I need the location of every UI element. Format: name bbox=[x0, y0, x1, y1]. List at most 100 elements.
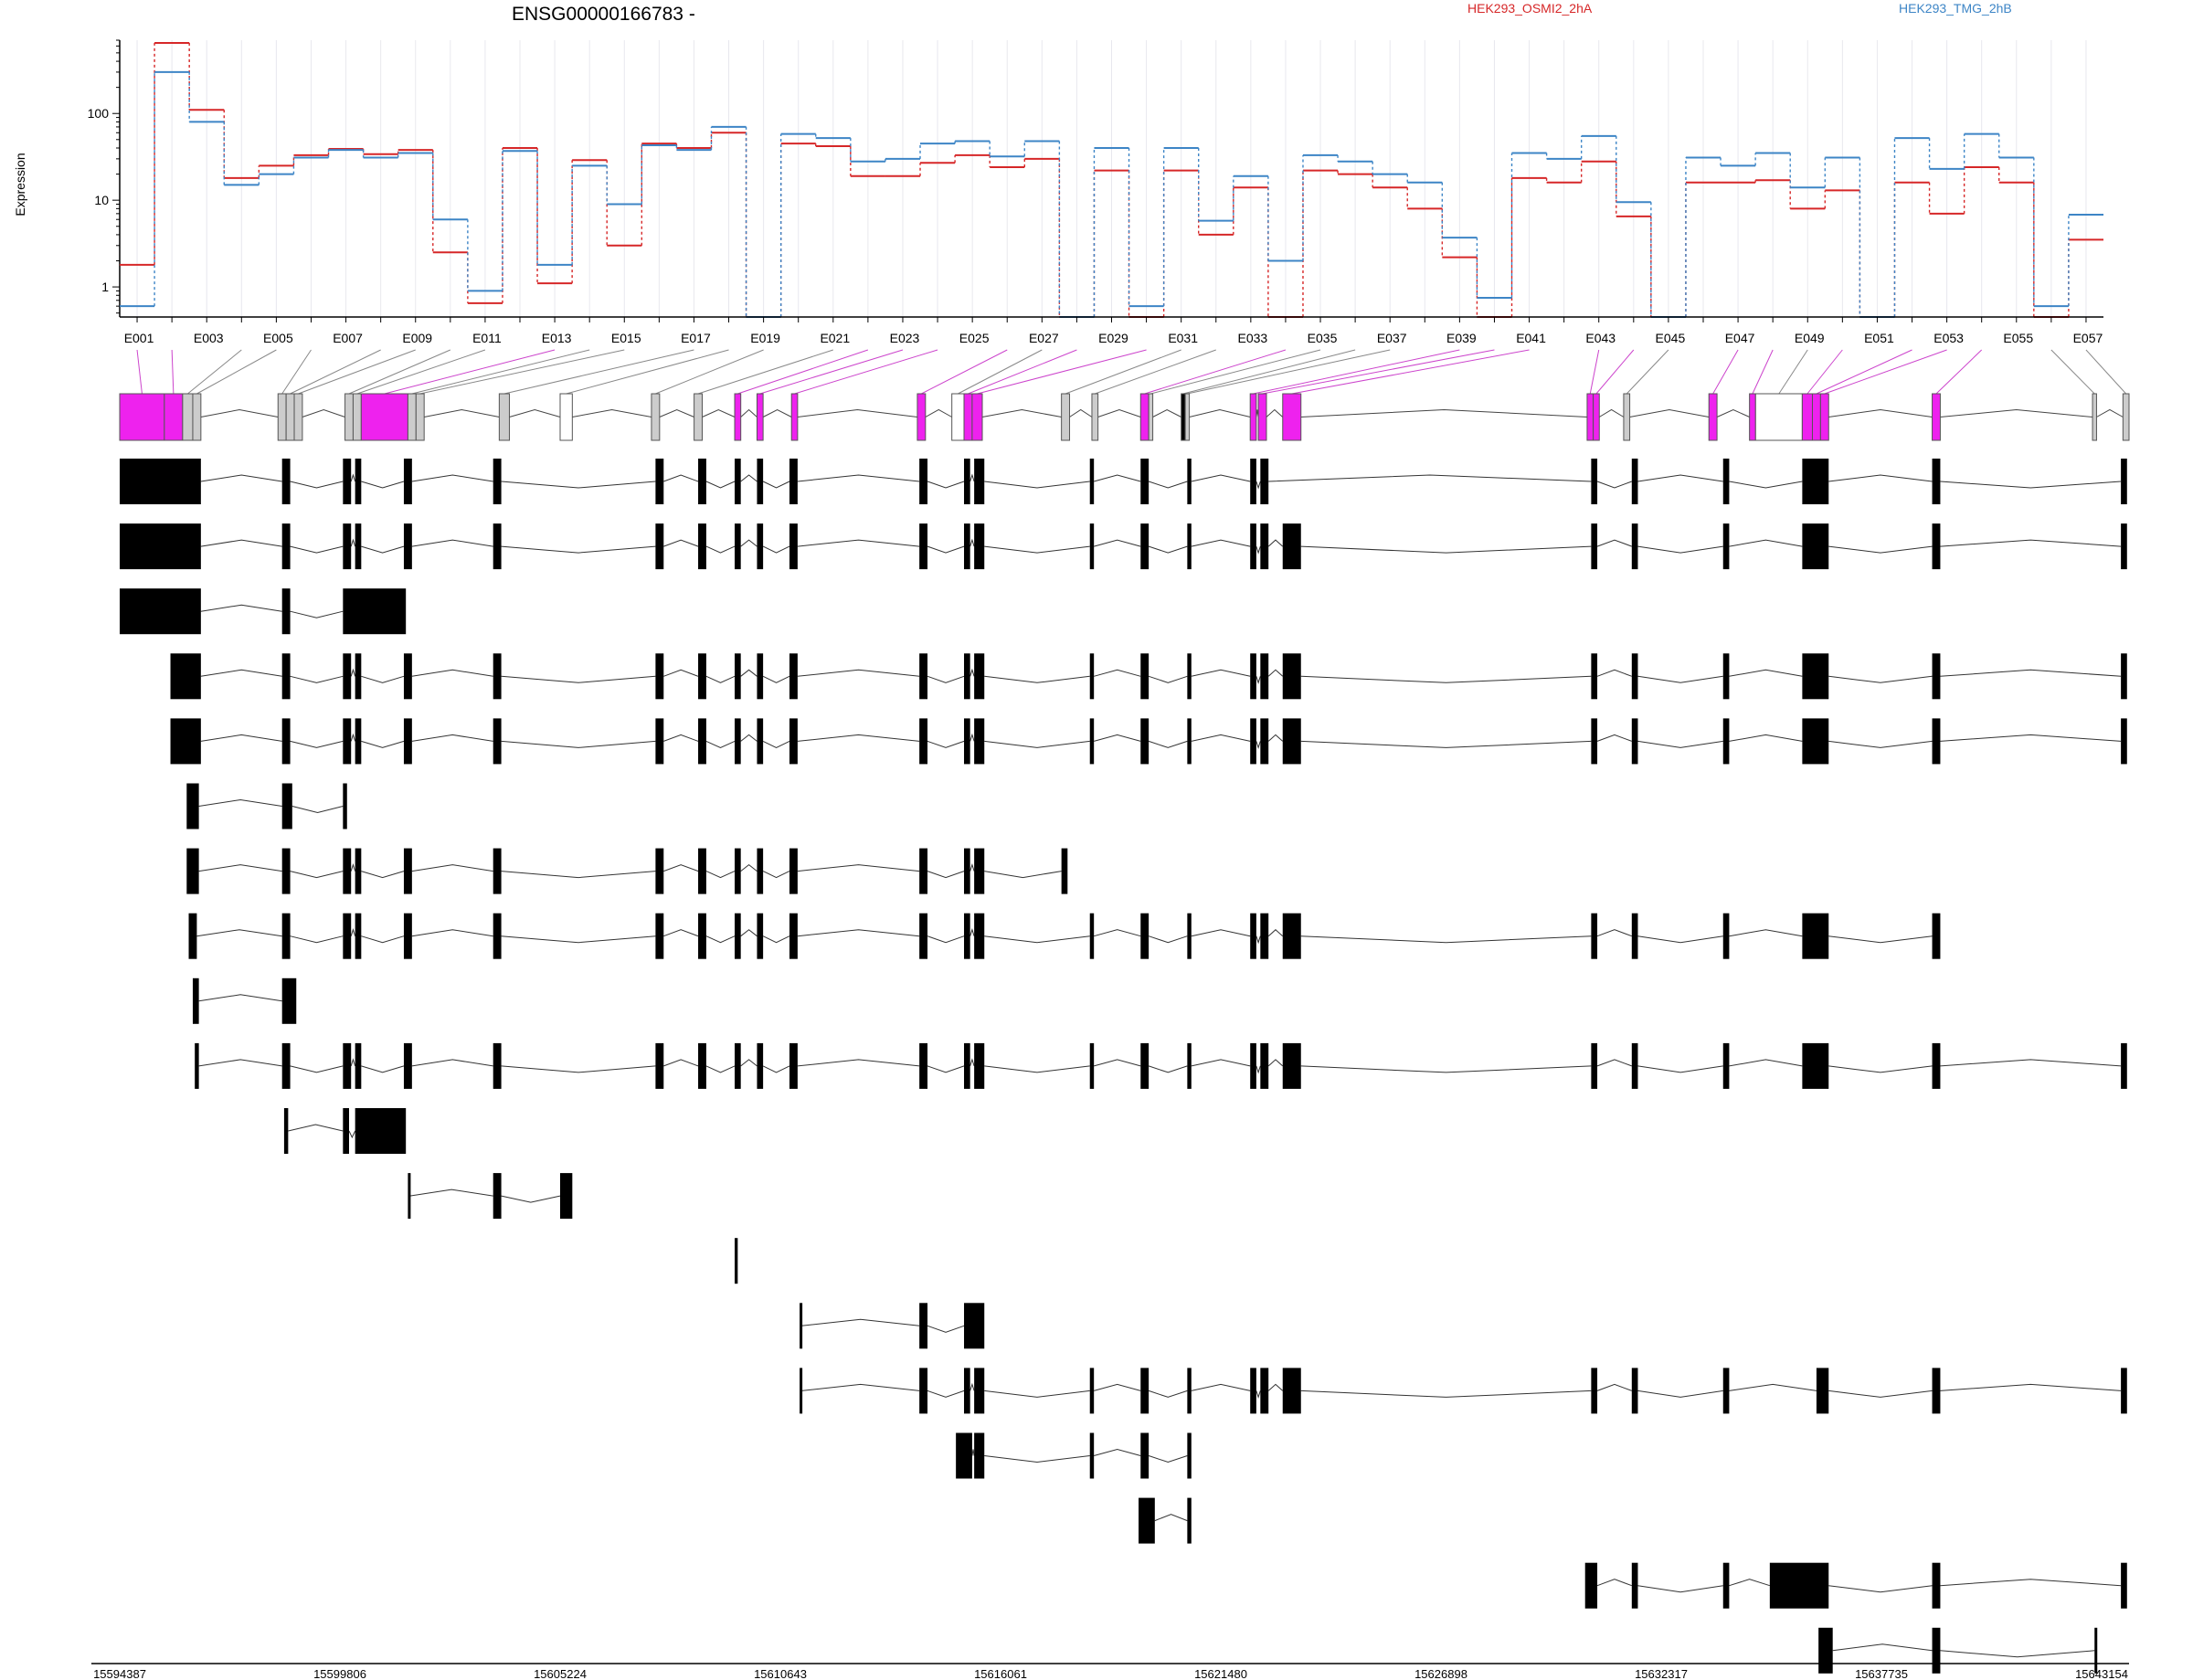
transcript-intron bbox=[198, 864, 282, 872]
transcript-exon bbox=[1631, 1042, 1638, 1089]
transcript-exon bbox=[1187, 1042, 1192, 1089]
transcript-intron bbox=[1729, 669, 1803, 677]
transcript-exon bbox=[403, 913, 412, 959]
transcript-intron bbox=[290, 740, 344, 748]
transcript-exon bbox=[408, 1173, 411, 1220]
transcript-intron bbox=[1255, 676, 1261, 684]
transcript-exon bbox=[757, 459, 764, 504]
model-intron bbox=[1069, 408, 1093, 417]
exon-connector bbox=[655, 349, 764, 395]
transcript-9 bbox=[192, 977, 297, 1024]
transcript-exon bbox=[355, 1108, 407, 1154]
model-exon bbox=[1282, 393, 1302, 441]
transcript-exon bbox=[974, 1042, 985, 1089]
transcript-exon bbox=[1722, 523, 1730, 570]
transcript-exon bbox=[1722, 1562, 1730, 1609]
transcript-1 bbox=[120, 459, 2127, 504]
transcript-exon bbox=[1631, 718, 1638, 765]
transcript-exon bbox=[1250, 653, 1256, 700]
transcript-exon bbox=[1282, 913, 1301, 959]
transcript-exon bbox=[974, 1368, 985, 1414]
genomic-tick-label: 15610643 bbox=[754, 1667, 807, 1680]
model-exon bbox=[360, 393, 408, 441]
transcript-exon bbox=[343, 523, 352, 570]
exon-connector bbox=[737, 349, 869, 395]
exon-connector bbox=[196, 349, 277, 395]
transcript-intron bbox=[740, 1059, 757, 1067]
transcript-exon bbox=[1722, 653, 1730, 700]
model-intron bbox=[740, 408, 757, 417]
transcript-exon bbox=[1187, 523, 1192, 570]
transcript-exon bbox=[1250, 1368, 1256, 1414]
exon-connector bbox=[1589, 349, 1600, 395]
transcript-intron bbox=[740, 863, 757, 872]
model-exon bbox=[734, 393, 742, 441]
transcript-exon bbox=[403, 718, 412, 765]
transcript-exon bbox=[2121, 1042, 2127, 1089]
transcript-exon bbox=[974, 653, 985, 700]
transcript-intron bbox=[1637, 1389, 1723, 1398]
transcript-exon bbox=[1631, 913, 1638, 959]
transcript-exon bbox=[120, 459, 201, 504]
transcript-intron bbox=[797, 734, 920, 742]
transcript-intron bbox=[1828, 1585, 1933, 1593]
transcript-exon bbox=[735, 523, 741, 570]
transcript-intron bbox=[971, 1449, 975, 1456]
transcript-exon bbox=[1260, 653, 1269, 700]
transcript-intron bbox=[762, 545, 790, 554]
model-exon bbox=[1586, 393, 1594, 441]
transcript-intron bbox=[1300, 740, 1592, 748]
exon-connector bbox=[1150, 349, 1321, 395]
transcript-intron bbox=[1637, 1065, 1723, 1073]
transcript-exon bbox=[919, 848, 928, 894]
transcript-intron bbox=[411, 474, 493, 482]
transcript-intron bbox=[350, 928, 356, 936]
exon-connector bbox=[1626, 349, 1669, 395]
transcript-intron bbox=[1596, 734, 1632, 742]
model-intron bbox=[1716, 408, 1750, 417]
transcript-intron bbox=[1148, 1389, 1188, 1398]
genomic-tick-label: 15616061 bbox=[974, 1667, 1027, 1680]
transcript-intron bbox=[501, 481, 656, 489]
exon-label: E017 bbox=[681, 331, 711, 345]
transcript-exon bbox=[800, 1303, 803, 1349]
transcript-exon bbox=[974, 913, 985, 959]
transcript-intron bbox=[1729, 1383, 1817, 1391]
exon-connector bbox=[1935, 349, 1983, 395]
transcript-intron bbox=[361, 1065, 405, 1073]
transcript-intron bbox=[1940, 481, 2122, 489]
transcript-intron bbox=[1191, 474, 1251, 482]
transcript-exon bbox=[1140, 1368, 1149, 1414]
model-exon bbox=[1754, 393, 1803, 441]
transcript-exon bbox=[1591, 913, 1598, 959]
transcript-intron bbox=[1300, 1065, 1592, 1073]
transcript-exon bbox=[1089, 1042, 1095, 1089]
transcript-exon bbox=[355, 913, 362, 959]
transcript-exon bbox=[974, 718, 985, 765]
model-intron bbox=[1940, 408, 2093, 417]
transcript-exon bbox=[1802, 718, 1829, 765]
transcript-intron bbox=[1191, 539, 1251, 547]
transcript-intron bbox=[1940, 539, 2122, 547]
transcript-intron bbox=[969, 668, 975, 677]
transcript-intron bbox=[797, 1059, 920, 1067]
transcript-exon bbox=[919, 653, 928, 700]
transcript-exon bbox=[1089, 523, 1095, 570]
transcript-exon bbox=[1282, 1042, 1301, 1089]
transcript-exon bbox=[120, 588, 201, 635]
transcript-exon bbox=[2121, 523, 2127, 570]
transcript-intron bbox=[663, 539, 699, 547]
transcript-intron bbox=[501, 1065, 656, 1073]
transcript-intron bbox=[1191, 669, 1251, 677]
transcript-intron bbox=[1300, 545, 1592, 554]
exon-connector bbox=[1806, 349, 1843, 395]
transcript-intron bbox=[705, 871, 736, 879]
model-exon bbox=[1181, 393, 1186, 441]
transcript-intron bbox=[1828, 740, 1933, 748]
model-exon bbox=[1148, 393, 1154, 441]
exon-connector bbox=[1144, 349, 1287, 395]
transcript-intron bbox=[1267, 734, 1284, 742]
transcript-intron bbox=[762, 675, 790, 683]
transcript-intron bbox=[1828, 474, 1933, 482]
